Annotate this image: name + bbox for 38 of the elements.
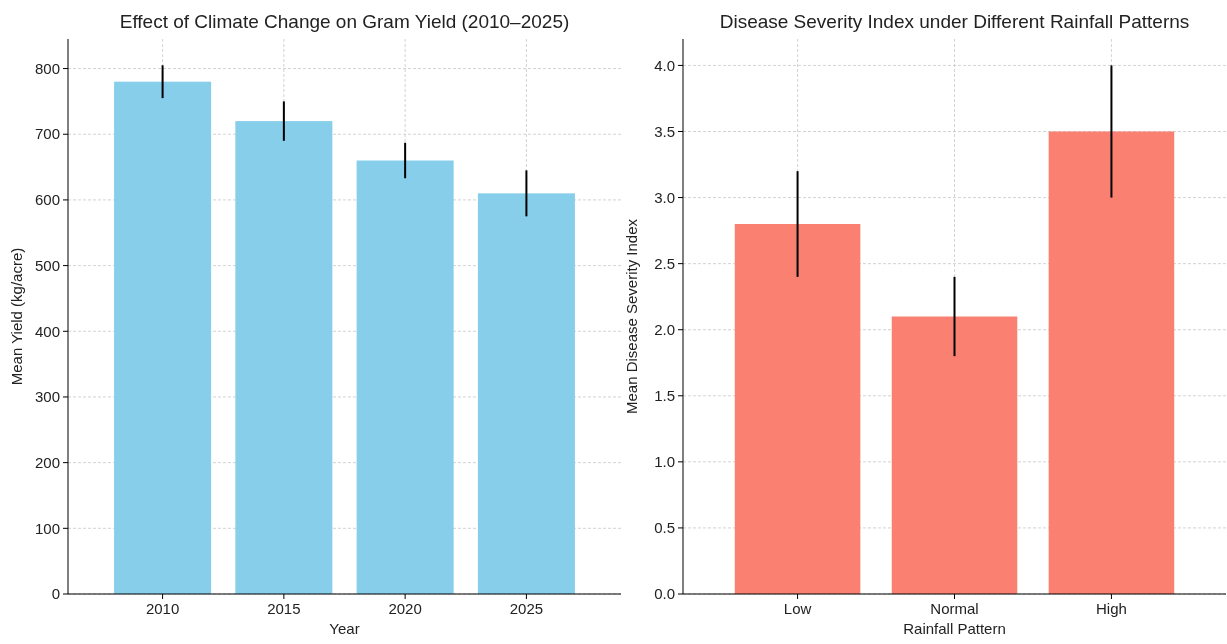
y-tick-label: 0.0 [654,585,675,603]
y-tick-label: 3.5 [654,122,675,140]
chart-title: Disease Severity Index under Different Rainfall Patterns [719,11,1190,32]
x-axis-title: Year [329,620,360,637]
y-tick-label: 400 [34,322,60,340]
y-tick-label: 2.0 [654,320,675,338]
bar [891,316,1018,594]
y-tick-label: 600 [34,191,60,209]
y-tick-label: 200 [34,453,60,471]
bar [114,81,212,594]
y-axis-title: Mean Disease Severity Index [623,218,640,415]
y-tick-label: 800 [34,59,60,77]
y-tick-label: 4.0 [654,56,675,74]
bar [477,193,575,594]
y-tick-label: 0 [51,585,60,603]
y-tick-label: 0.5 [654,519,675,537]
x-tick-label: 2015 [267,600,301,617]
x-tick-label: Normal [930,600,979,617]
bar [356,160,454,594]
x-tick-label: High [1096,600,1127,617]
y-tick-label: 3.0 [654,188,675,206]
chart-title: Effect of Climate Change on Gram Yield (2010–2025) [119,11,570,32]
y-tick-label: 300 [34,388,60,406]
y-tick-label: 2.5 [654,254,675,272]
x-tick-label: 2020 [388,600,422,617]
x-tick-label: 2025 [509,600,544,617]
x-tick-label: Low [783,600,812,617]
y-axis-title: Mean Yield (kg/acre) [8,247,25,386]
bar [1048,131,1175,594]
y-tick-label: 1.0 [654,453,675,471]
bar [235,121,333,594]
bar [734,224,861,594]
y-tick-label: 1.5 [654,387,675,405]
y-tick-label: 700 [34,125,60,143]
y-tick-label: 100 [34,519,60,537]
x-tick-label: 2010 [145,600,180,617]
y-tick-label: 500 [34,256,60,274]
x-axis-title: Rainfall Pattern [903,620,1006,637]
